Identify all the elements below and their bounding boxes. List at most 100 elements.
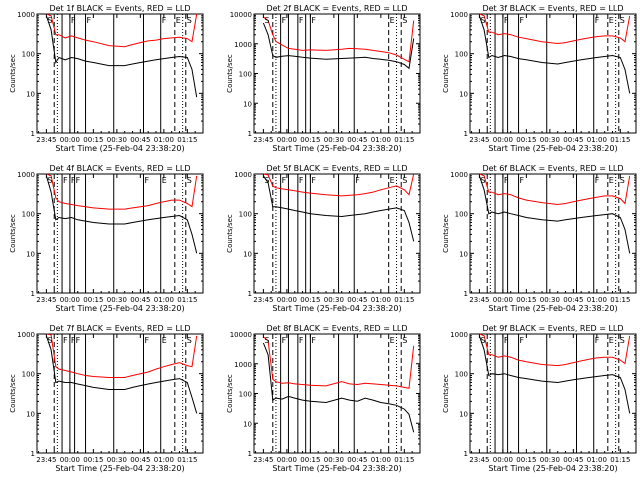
x-tick-label: 01:15	[394, 456, 414, 464]
y-axis-label: Counts/sec	[442, 374, 450, 413]
x-tick-label: 00:15	[516, 296, 536, 304]
x-tick-label: 01:15	[177, 456, 197, 464]
plot-frame	[469, 13, 637, 134]
x-tick-label: 01:00	[587, 456, 607, 464]
x-tick-label: 23:45	[253, 136, 273, 144]
flag-label: S	[264, 336, 269, 345]
y-tick-label: 1	[31, 290, 35, 298]
plot-frame	[253, 333, 421, 454]
flag-label: F	[162, 16, 167, 25]
flag-label: F	[355, 176, 360, 185]
x-axis-label: Start Time (25-Feb-04 23:38:20)	[55, 464, 184, 473]
lld-series-line	[479, 333, 631, 367]
flag-label: F	[595, 336, 600, 345]
flag-label: F	[76, 176, 81, 185]
y-tick-label: 10	[243, 420, 252, 428]
x-tick-label: 00:30	[107, 296, 127, 304]
y-axis-label: Counts/sec	[442, 214, 450, 253]
y-tick-label: 100	[22, 211, 35, 219]
plot-frame	[469, 173, 637, 294]
flag-label: F	[504, 336, 509, 345]
x-tick-label: 01:00	[587, 296, 607, 304]
x-tick-label: 00:15	[83, 136, 103, 144]
x-tick-label: 00:30	[540, 456, 560, 464]
x-tick-label: 00:45	[563, 296, 583, 304]
x-tick-label: 23:45	[36, 456, 56, 464]
panel-title: Det 3f BLACK = Events, RED = LLD	[482, 4, 623, 13]
x-tick-label: 00:30	[324, 136, 344, 144]
y-tick-label: 10000	[230, 331, 252, 339]
y-tick-label: 1000	[17, 331, 35, 339]
lld-series-line	[479, 13, 631, 45]
flag-label: F	[595, 176, 600, 185]
y-axis-label: Counts/sec	[9, 214, 17, 253]
x-tick-label: 01:00	[154, 136, 174, 144]
x-tick-label: 23:45	[253, 296, 273, 304]
flag-label: F	[299, 336, 304, 345]
flag-label: F	[595, 16, 600, 25]
events-series-line	[262, 22, 415, 70]
flag-label: E	[162, 336, 167, 345]
x-tick-label: 00:30	[107, 456, 127, 464]
flag-label: E	[176, 16, 181, 25]
events-series-line	[478, 175, 631, 254]
flag-label: S	[187, 176, 192, 185]
x-tick-label: 01:00	[154, 456, 174, 464]
flag-label: F	[282, 16, 287, 25]
lld-series-line	[263, 173, 415, 197]
events-series-line	[262, 175, 415, 242]
plot-frame	[253, 13, 421, 134]
x-tick-label: 01:15	[177, 136, 197, 144]
x-tick-label: 00:00	[60, 456, 80, 464]
y-tick-label: 1000	[234, 171, 252, 179]
flag-label: S	[402, 16, 407, 25]
x-tick-label: 00:15	[300, 136, 320, 144]
x-tick-label: 00:00	[277, 296, 297, 304]
plot-frame	[36, 173, 204, 294]
x-tick-label: 23:45	[36, 136, 56, 144]
events-series-line	[45, 175, 198, 254]
x-tick-label: 01:00	[154, 296, 174, 304]
x-tick-label: 01:15	[394, 296, 414, 304]
x-axis-label: Start Time (25-Feb-04 23:38:20)	[488, 144, 617, 153]
flag-label: S	[480, 16, 485, 25]
flag-label: S	[187, 16, 192, 25]
flag-label: S	[47, 336, 52, 345]
x-tick-label: 23:45	[469, 296, 489, 304]
flag-label: F	[282, 336, 287, 345]
y-axis-label: Counts/sec	[9, 54, 17, 93]
y-tick-label: 1000	[450, 11, 468, 19]
y-axis-label: Counts/sec	[226, 374, 234, 413]
x-tick-label: 00:15	[300, 296, 320, 304]
y-tick-label: 100	[22, 51, 35, 59]
x-tick-label: 00:00	[493, 296, 513, 304]
flag-label: F	[311, 16, 316, 25]
flag-label: F	[63, 336, 68, 345]
x-tick-label: 00:45	[130, 136, 150, 144]
flag-label: F	[299, 176, 304, 185]
y-axis-label: Counts/sec	[226, 214, 234, 253]
flag-label: F	[282, 176, 287, 185]
x-tick-label: 00:30	[540, 136, 560, 144]
x-tick-label: 01:00	[587, 136, 607, 144]
y-tick-label: 10	[459, 410, 468, 418]
x-tick-label: 00:45	[563, 456, 583, 464]
flag-label: F	[311, 176, 316, 185]
x-tick-label: 00:15	[83, 296, 103, 304]
x-axis-label: Start Time (25-Feb-04 23:38:20)	[488, 464, 617, 473]
x-tick-label: 00:45	[347, 296, 367, 304]
y-tick-label: 1	[248, 290, 252, 298]
flag-label: F	[520, 16, 525, 25]
flag-label: F	[504, 16, 509, 25]
y-axis-label: Counts/sec	[442, 54, 450, 93]
lld-series-line	[263, 16, 415, 63]
x-tick-label: 00:45	[130, 296, 150, 304]
x-tick-label: 01:15	[610, 456, 630, 464]
x-tick-label: 00:00	[60, 296, 80, 304]
flag-label: F	[76, 336, 81, 345]
